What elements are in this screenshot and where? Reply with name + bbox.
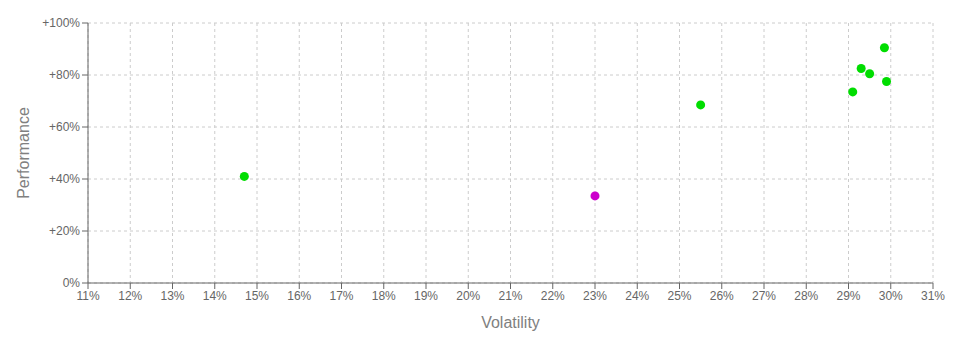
svg-text:31%: 31% [921,289,945,303]
svg-text:23%: 23% [583,289,607,303]
svg-text:13%: 13% [160,289,184,303]
svg-text:+60%: +60% [49,120,80,134]
svg-text:24%: 24% [625,289,649,303]
svg-text:22%: 22% [541,289,565,303]
svg-text:26%: 26% [710,289,734,303]
svg-text:11%: 11% [76,289,99,303]
svg-text:20%: 20% [456,289,480,303]
svg-text:15%: 15% [245,289,269,303]
svg-text:14%: 14% [203,289,227,303]
svg-text:28%: 28% [794,289,818,303]
svg-text:Performance: Performance [15,107,32,199]
svg-text:19%: 19% [414,289,438,303]
svg-text:Volatility: Volatility [481,314,540,331]
svg-text:+100%: +100% [42,16,80,30]
svg-text:18%: 18% [372,289,396,303]
svg-text:+80%: +80% [49,68,80,82]
svg-text:29%: 29% [836,289,860,303]
svg-text:25%: 25% [667,289,691,303]
svg-text:27%: 27% [752,289,776,303]
svg-text:0%: 0% [63,276,81,290]
svg-text:21%: 21% [498,289,522,303]
svg-text:30%: 30% [879,289,903,303]
svg-text:+40%: +40% [49,172,80,186]
svg-text:17%: 17% [329,289,353,303]
svg-text:16%: 16% [287,289,311,303]
svg-text:12%: 12% [118,289,142,303]
svg-text:+20%: +20% [49,224,80,238]
